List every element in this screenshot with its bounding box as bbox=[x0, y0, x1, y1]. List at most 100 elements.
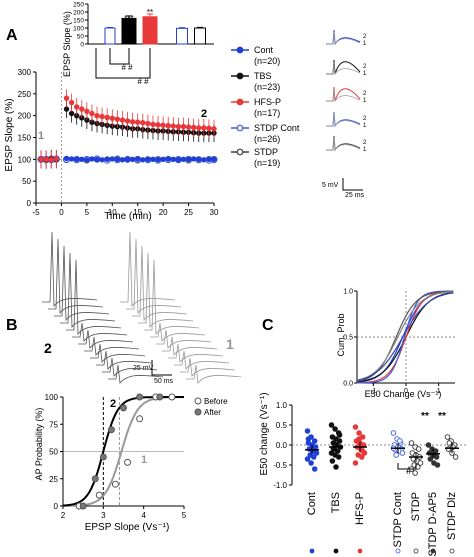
inset-bracket-1 bbox=[109, 48, 130, 65]
inset-ylabel: EPSP Slope (%) bbox=[62, 11, 72, 77]
timecourse-mark-2: 2 bbox=[201, 108, 207, 120]
b-trace-sweep bbox=[144, 259, 200, 336]
scatter-point bbox=[311, 466, 318, 472]
timecourse-point bbox=[119, 117, 126, 123]
b-trace-sweep bbox=[186, 364, 242, 385]
timecourse-y-tick-label: 50 bbox=[22, 177, 31, 186]
timecourse-x-tick-label: 15 bbox=[133, 208, 142, 217]
timecourse-x-tick-label: 5 bbox=[85, 208, 90, 217]
scatter-point bbox=[452, 454, 459, 460]
timecourse-x-tick-label: 0 bbox=[59, 208, 64, 217]
timecourse-point bbox=[206, 156, 212, 163]
timecourse-point bbox=[63, 155, 70, 162]
trace-label-1: 1 bbox=[363, 98, 367, 104]
b-y-tick-label: 0 bbox=[54, 502, 59, 511]
panel-a-timecourse-chart: EPSP Slope (%) Time (min) 1 2 0501001502… bbox=[4, 68, 219, 222]
trace-waveform-before bbox=[326, 31, 361, 46]
scatter-point bbox=[434, 462, 441, 468]
scatter-hash: # bbox=[406, 465, 413, 477]
inset-bar bbox=[194, 27, 206, 45]
b-data-point bbox=[168, 393, 176, 401]
scatter-point bbox=[359, 454, 365, 460]
timecourse-point bbox=[211, 156, 217, 163]
trace-waveform-before bbox=[326, 137, 361, 152]
legend-marker bbox=[236, 124, 244, 132]
cdf-curve bbox=[356, 290, 454, 382]
scatter-point bbox=[356, 436, 362, 442]
trace-waveform-before bbox=[326, 61, 361, 76]
timecourse-point bbox=[89, 110, 95, 117]
b-data-point bbox=[99, 453, 107, 461]
b-data-point bbox=[95, 491, 103, 499]
b-data-point bbox=[136, 393, 144, 401]
b-trace-sweep bbox=[132, 245, 188, 322]
timecourse-point bbox=[155, 157, 161, 163]
scatter-point bbox=[444, 434, 451, 440]
scatter-point bbox=[311, 454, 317, 460]
trace-label-1: 1 bbox=[363, 71, 367, 77]
trace-label-1: 1 bbox=[363, 147, 367, 153]
scatter-category-label: STDP bbox=[410, 492, 422, 521]
timecourse-point bbox=[196, 156, 202, 163]
timecourse-point bbox=[135, 119, 141, 125]
inset-bar bbox=[104, 27, 116, 45]
trace-waveform-after bbox=[326, 86, 361, 102]
timecourse-point bbox=[175, 157, 182, 163]
scatter-stars-dap5: ** bbox=[438, 411, 446, 422]
timecourse-point bbox=[175, 123, 182, 130]
legend-n: (n=20) bbox=[254, 56, 280, 66]
inset-y-tick-label: 150 bbox=[73, 18, 84, 25]
timecourse-point bbox=[94, 112, 100, 119]
b-trace-sweep bbox=[72, 322, 128, 343]
scatter-category-label: STDP D-AP5 bbox=[427, 492, 439, 557]
timecourse-point bbox=[73, 156, 80, 163]
timecourse-y-tick-label: 300 bbox=[18, 68, 32, 77]
trace-label-2: 2 bbox=[363, 116, 367, 122]
timecourse-point bbox=[109, 115, 115, 121]
timecourse-point bbox=[104, 114, 110, 121]
b-data-point bbox=[91, 475, 99, 483]
scatter-category-label: STDP Cont bbox=[392, 492, 404, 547]
b-trace-sweep bbox=[90, 343, 146, 364]
b-trace-sweep bbox=[156, 329, 212, 350]
timecourse-point bbox=[165, 123, 171, 129]
timecourse-point bbox=[170, 156, 177, 163]
b-trace-label-1: 1 bbox=[226, 336, 234, 352]
scatter-point bbox=[313, 450, 320, 456]
scatter-point bbox=[446, 440, 453, 446]
legend-n: (n=23) bbox=[254, 82, 280, 92]
timecourse-point bbox=[150, 156, 156, 163]
timecourse-point bbox=[68, 99, 75, 106]
cdf-curve bbox=[356, 292, 454, 381]
trace-label-2: 2 bbox=[363, 140, 367, 146]
legend-marker bbox=[236, 72, 244, 80]
inset-bar bbox=[142, 16, 158, 45]
timecourse-point bbox=[43, 156, 49, 163]
timecourse-x-tick-label: 10 bbox=[108, 208, 117, 217]
timecourse-point bbox=[53, 156, 60, 162]
legend-label: TBS bbox=[254, 71, 272, 81]
timecourse-xlabel: Time (min) bbox=[104, 211, 151, 222]
timecourse-x-tick-label: 30 bbox=[210, 208, 219, 217]
legend-n: (n=26) bbox=[254, 134, 280, 144]
timecourse-y-tick-label: 100 bbox=[18, 155, 32, 164]
b-trace-sweep bbox=[108, 364, 164, 385]
timecourse-point bbox=[185, 124, 192, 130]
b-trace-sweep bbox=[162, 336, 218, 357]
legend-n: (n=19) bbox=[254, 158, 280, 168]
inset-y-tick-label: 100 bbox=[73, 26, 84, 33]
timecourse-ylabel: EPSP Slope (%) bbox=[4, 98, 15, 171]
scatter-category-marker bbox=[449, 548, 455, 554]
timecourse-point bbox=[206, 125, 212, 132]
timecourse-point bbox=[201, 157, 207, 163]
cdf-curve bbox=[356, 291, 454, 382]
b-trace-label-2: 2 bbox=[44, 340, 52, 356]
panel-label-b: B bbox=[6, 317, 18, 334]
cdf-x-tick-label: 0 bbox=[404, 388, 408, 395]
scatter-point bbox=[311, 438, 318, 444]
b-trace-sweep bbox=[54, 245, 110, 322]
trace-waveform-after bbox=[326, 59, 361, 75]
trace-waveform-after bbox=[326, 135, 361, 152]
scatter-category-label: HFS-P bbox=[354, 492, 366, 525]
